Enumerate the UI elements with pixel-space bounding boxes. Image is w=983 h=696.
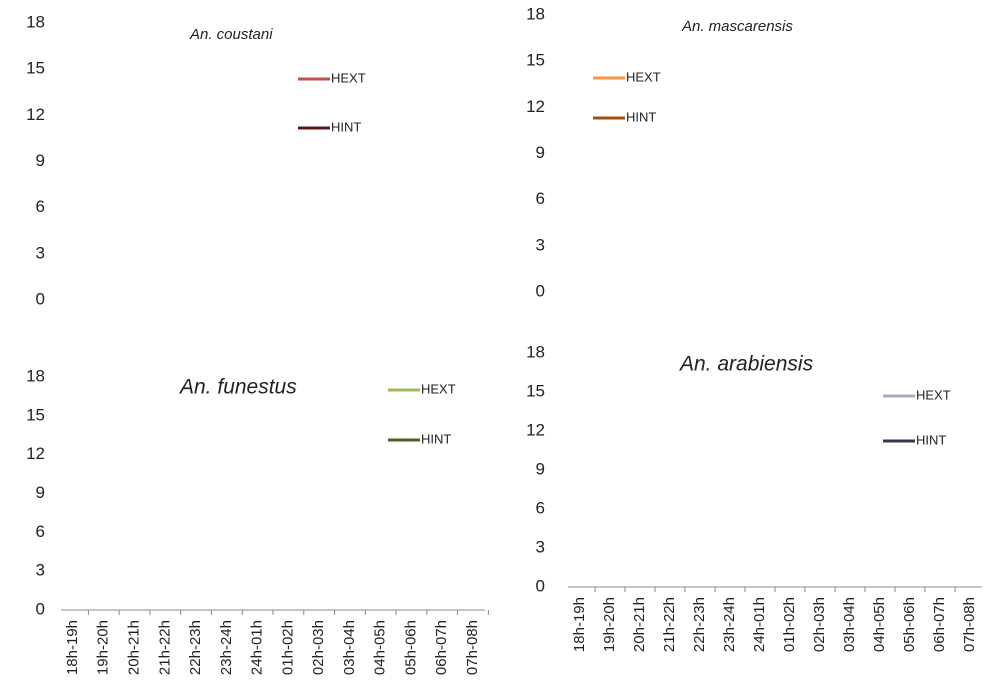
x-tick-label: 04h-05h	[372, 620, 389, 675]
y-tick-label: 18	[26, 366, 45, 385]
x-tick-label: 01h-02h	[781, 597, 798, 652]
x-tick-label: 20h-21h	[126, 620, 143, 675]
legend-label: HEXT	[331, 70, 366, 85]
x-tick-label: 04h-05h	[871, 597, 888, 652]
chart-title: An. funestus	[178, 376, 297, 399]
y-tick-label: 9	[536, 143, 545, 162]
x-tick-label: 18h-19h	[571, 597, 588, 652]
x-tick-label: 24h-01h	[249, 620, 266, 675]
y-tick-label: 0	[536, 281, 545, 300]
y-tick-label: 12	[26, 105, 45, 124]
x-tick-label: 05h-06h	[402, 620, 419, 675]
y-tick-label: 9	[536, 459, 545, 478]
y-tick-label: 12	[526, 420, 545, 439]
y-tick-label: 18	[526, 342, 545, 361]
chart-title: An. arabiensis	[678, 353, 814, 376]
x-tick-label: 01h-02h	[279, 620, 296, 675]
x-tick-label: 07h-08h	[961, 597, 978, 652]
y-tick-label: 0	[36, 599, 45, 618]
y-tick-label: 0	[36, 289, 45, 308]
x-tick-label: 03h-04h	[341, 620, 358, 675]
legend-label: HEXT	[421, 381, 456, 396]
x-tick-label: 18h-19h	[64, 620, 81, 675]
y-tick-label: 15	[526, 51, 545, 70]
x-tick-label: 22h-23h	[187, 620, 204, 675]
chart-title: An. mascarensis	[681, 18, 793, 35]
x-tick-label: 22h-23h	[691, 597, 708, 652]
y-tick-label: 15	[26, 59, 45, 78]
x-tick-label: 23h-24h	[218, 620, 235, 675]
x-tick-label: 21h-22h	[661, 597, 678, 652]
legend-label: HINT	[331, 119, 361, 134]
y-tick-label: 18	[526, 4, 545, 23]
y-tick-label: 9	[36, 483, 45, 502]
legend-label: HINT	[916, 432, 946, 447]
x-tick-label: 05h-06h	[901, 597, 918, 652]
chart-title: An. coustani	[189, 26, 273, 43]
y-tick-label: 15	[26, 405, 45, 424]
x-tick-label: 06h-07h	[433, 620, 450, 675]
x-tick-label: 02h-03h	[310, 620, 327, 675]
y-tick-label: 3	[36, 561, 45, 580]
legend-label: HINT	[421, 431, 451, 446]
x-tick-label: 02h-03h	[811, 597, 828, 652]
legend-label: HINT	[626, 109, 656, 124]
y-tick-label: 6	[36, 522, 45, 541]
y-tick-label: 3	[36, 243, 45, 262]
y-tick-label: 12	[526, 97, 545, 116]
y-tick-label: 15	[526, 381, 545, 400]
legend-label: HEXT	[916, 387, 951, 402]
x-tick-label: 03h-04h	[841, 597, 858, 652]
y-tick-label: 6	[36, 197, 45, 216]
x-tick-label: 06h-07h	[931, 597, 948, 652]
y-tick-label: 18	[26, 12, 45, 31]
y-tick-label: 9	[36, 151, 45, 170]
y-tick-label: 0	[536, 576, 545, 595]
y-tick-label: 3	[536, 235, 545, 254]
x-tick-label: 19h-20h	[601, 597, 618, 652]
x-tick-label: 20h-21h	[631, 597, 648, 652]
x-tick-label: 07h-08h	[464, 620, 481, 675]
x-tick-label: 19h-20h	[95, 620, 112, 675]
x-tick-label: 24h-01h	[751, 597, 768, 652]
y-tick-label: 6	[536, 498, 545, 517]
y-tick-label: 6	[536, 189, 545, 208]
y-tick-label: 3	[536, 537, 545, 556]
y-tick-label: 12	[26, 444, 45, 463]
x-tick-label: 21h-22h	[156, 620, 173, 675]
legend-label: HEXT	[626, 69, 661, 84]
x-tick-label: 23h-24h	[721, 597, 738, 652]
